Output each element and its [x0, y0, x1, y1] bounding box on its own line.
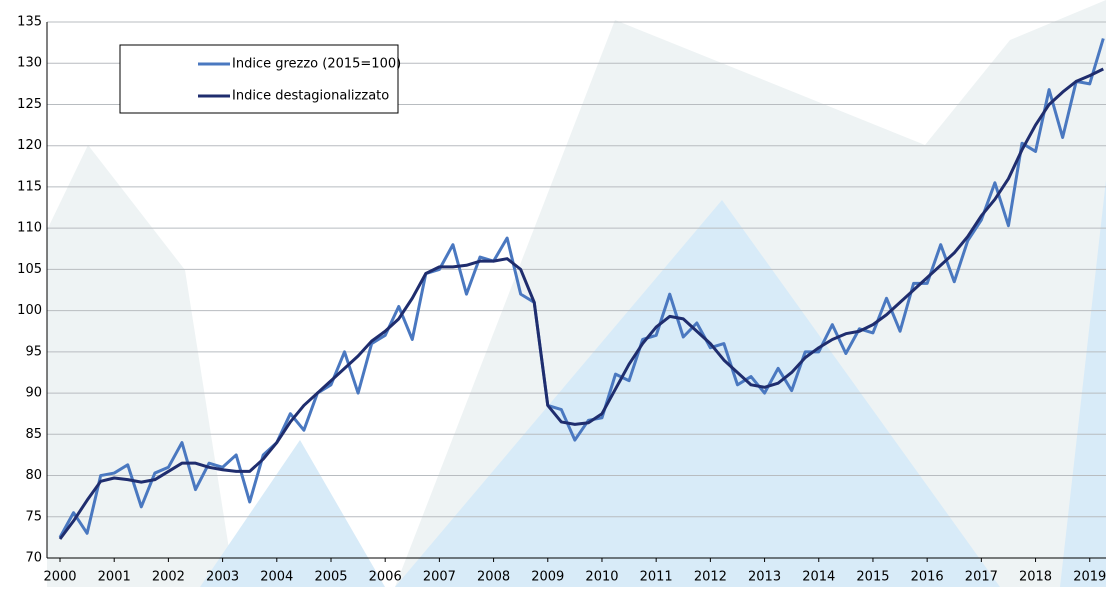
y-tick-label: 75 — [25, 509, 42, 524]
x-tick-label: 2016 — [911, 570, 944, 585]
y-tick-label: 135 — [17, 15, 42, 30]
x-tick-label: 2007 — [423, 570, 456, 585]
y-tick-label: 95 — [25, 344, 42, 359]
y-tick-label: 120 — [17, 138, 42, 153]
x-tick-label: 2000 — [43, 570, 76, 585]
y-tick-label: 110 — [17, 221, 42, 236]
y-tick-label: 115 — [17, 179, 42, 194]
x-tick-label: 2004 — [260, 570, 293, 585]
y-tick-label: 100 — [17, 303, 42, 318]
x-tick-label: 2002 — [152, 570, 185, 585]
x-tick-label: 2013 — [748, 570, 781, 585]
x-tick-label: 2015 — [856, 570, 889, 585]
x-tick-label: 2005 — [314, 570, 347, 585]
x-tick-label: 2010 — [585, 570, 618, 585]
y-tick-label: 70 — [25, 551, 42, 566]
x-tick-label: 2017 — [965, 570, 998, 585]
x-tick-label: 2012 — [694, 570, 727, 585]
x-tick-label: 2008 — [477, 570, 510, 585]
x-tick-label: 2019 — [1073, 570, 1106, 585]
legend-label: Indice destagionalizzato — [232, 89, 389, 104]
y-tick-label: 130 — [17, 56, 42, 71]
y-tick-label: 125 — [17, 97, 42, 112]
y-tick-label: 105 — [17, 262, 42, 277]
x-tick-label: 2006 — [369, 570, 402, 585]
x-tick-label: 2003 — [206, 570, 239, 585]
y-tick-label: 80 — [25, 468, 42, 483]
x-tick-label: 2014 — [802, 570, 835, 585]
chart: 70 75 80 85 90 95 100 105 110 115 120 125 130 135 2000… — [0, 0, 1109, 587]
legend: Indice grezzo (2015=100) Indice destagion… — [120, 45, 401, 113]
y-tick-label: 90 — [25, 386, 42, 401]
y-tick-label: 85 — [25, 427, 42, 442]
x-tick-label: 2011 — [640, 570, 673, 585]
legend-label: Indice grezzo (2015=100) — [232, 57, 401, 72]
x-tick-label: 2001 — [98, 570, 131, 585]
x-tick-label: 2018 — [1019, 570, 1052, 585]
x-tick-label: 2009 — [531, 570, 564, 585]
